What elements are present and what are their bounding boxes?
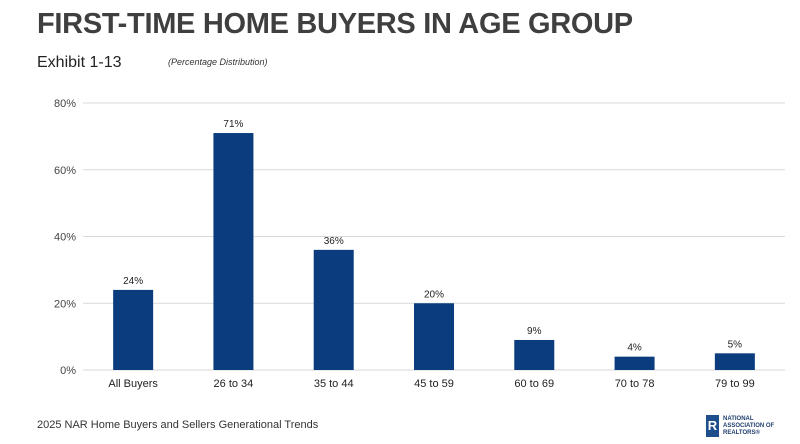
- distribution-note: (Percentage Distribution): [167, 57, 268, 67]
- bar: [614, 356, 655, 370]
- chart-title: FIRST-TIME HOME BUYERS IN AGE GROUP: [37, 8, 633, 40]
- y-tick-label: 0%: [60, 365, 76, 377]
- x-tick-label: 45 to 59: [414, 378, 454, 390]
- data-label: 4%: [627, 343, 642, 354]
- realtor-r-icon: R: [706, 415, 719, 437]
- bar: [714, 353, 755, 370]
- bar: [113, 289, 154, 370]
- exhibit-label: Exhibit 1-13: [37, 54, 122, 71]
- data-label: 71%: [223, 119, 243, 130]
- y-tick-label: 40%: [54, 232, 76, 244]
- x-tick-label: 79 to 99: [715, 378, 755, 390]
- y-tick-label: 80%: [54, 98, 76, 110]
- bar: [213, 133, 254, 370]
- data-label: 9%: [527, 326, 542, 337]
- y-tick-label: 60%: [54, 165, 76, 177]
- y-tick-label: 20%: [54, 298, 76, 310]
- x-tick-label: 60 to 69: [514, 378, 554, 390]
- x-tick-label: 26 to 34: [214, 378, 254, 390]
- logo-text: NATIONAL ASSOCIATION OF REALTORS®: [723, 416, 775, 436]
- data-label: 24%: [123, 276, 143, 287]
- source-footer: 2025 NAR Home Buyers and Sellers Generat…: [37, 419, 319, 431]
- subtitle-row: Exhibit 1-13 (Percentage Distribution): [37, 54, 268, 72]
- data-label: 5%: [728, 339, 743, 350]
- data-label: 36%: [324, 236, 344, 247]
- x-tick-label: 70 to 78: [615, 378, 655, 390]
- bar: [514, 339, 555, 370]
- x-tick-label: 35 to 44: [314, 378, 354, 390]
- data-label: 20%: [424, 289, 444, 300]
- nar-logo: R NATIONAL ASSOCIATION OF REALTORS®: [706, 415, 786, 439]
- bar: [313, 249, 354, 370]
- bar: [414, 303, 454, 370]
- x-tick-label: All Buyers: [108, 378, 158, 390]
